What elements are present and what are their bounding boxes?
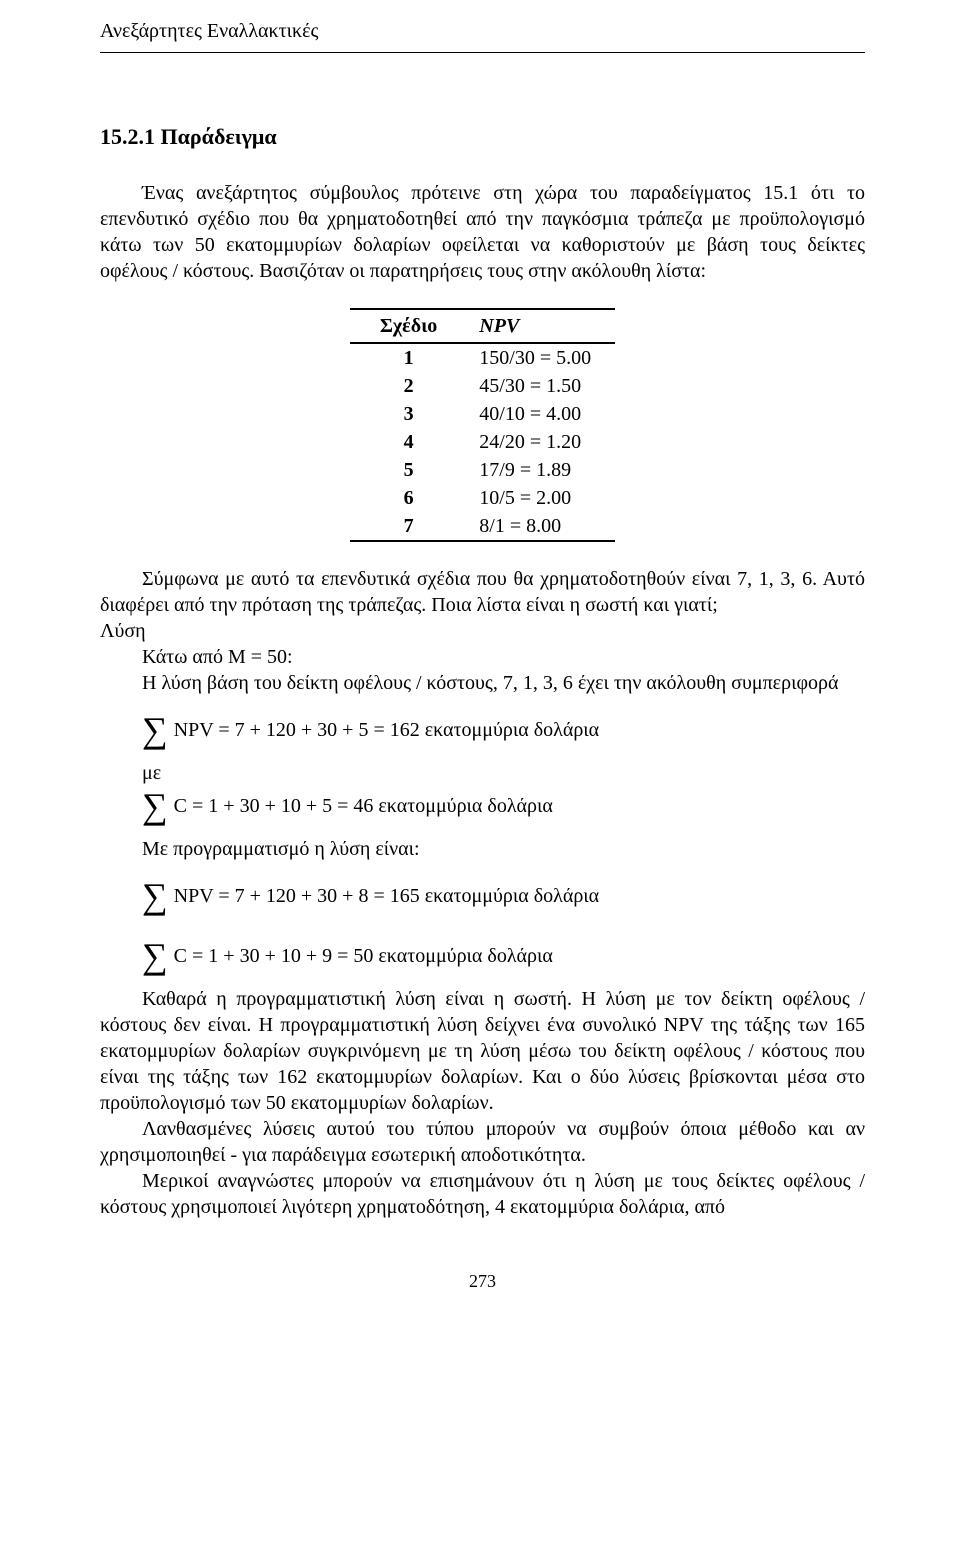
body-paragraph: Μερικοί αναγνώστες μπορούν να επισημάνου…	[100, 1168, 865, 1220]
programming-label: Με προγραμματισμό η λύση είναι:	[100, 836, 865, 862]
table-cell: 7	[350, 512, 467, 541]
table-cell: 6	[350, 484, 467, 512]
intro-paragraph: Ένας ανεξάρτητος σύμβουλος πρότεινε στη …	[100, 180, 865, 284]
equation-text: NPV = 7 + 120 + 30 + 8 = 165 εκατομμύρια…	[174, 883, 600, 909]
equation-text: C = 1 + 30 + 10 + 9 = 50 εκατομμύρια δολ…	[174, 943, 553, 969]
table-cell: 3	[350, 400, 467, 428]
sigma-icon: ∑	[142, 788, 168, 824]
page-number: 273	[100, 1270, 865, 1293]
table-cell: 45/30 = 1.50	[467, 372, 615, 400]
solution-label: Λύση	[100, 618, 865, 644]
page-header: Ανεξάρτητες Εναλλακτικές	[100, 18, 865, 44]
solution-line: Η λύση βάση του δείκτη οφέλους / κόστους…	[100, 670, 865, 696]
table-cell: 17/9 = 1.89	[467, 456, 615, 484]
equation-npv-2: ∑ NPV = 7 + 120 + 30 + 8 = 165 εκατομμύρ…	[142, 878, 865, 914]
section-title: 15.2.1 Παράδειγμα	[100, 123, 865, 152]
npv-table-container: Σχέδιο NPV 1 150/30 = 5.00 2 45/30 = 1.5…	[100, 308, 865, 542]
table-header-npv: NPV	[467, 309, 615, 343]
table-cell: 4	[350, 428, 467, 456]
table-cell: 2	[350, 372, 467, 400]
table-cell: 24/20 = 1.20	[467, 428, 615, 456]
header-divider	[100, 52, 865, 53]
sigma-icon: ∑	[142, 878, 168, 914]
sigma-icon: ∑	[142, 938, 168, 974]
table-cell: 1	[350, 343, 467, 372]
table-header-plan: Σχέδιο	[350, 309, 467, 343]
table-cell: 10/5 = 2.00	[467, 484, 615, 512]
table-cell: 5	[350, 456, 467, 484]
table-row: 5 17/9 = 1.89	[350, 456, 615, 484]
equation-text: C = 1 + 30 + 10 + 5 = 46 εκατομμύρια δολ…	[174, 793, 553, 819]
table-cell: 150/30 = 5.00	[467, 343, 615, 372]
solution-line: Κάτω από M = 50:	[100, 644, 865, 670]
table-row: 2 45/30 = 1.50	[350, 372, 615, 400]
body-paragraph: Λανθασμένες λύσεις αυτού του τύπου μπορο…	[100, 1116, 865, 1168]
table-row: 6 10/5 = 2.00	[350, 484, 615, 512]
table-row: 7 8/1 = 8.00	[350, 512, 615, 541]
equation-npv-1: ∑ NPV = 7 + 120 + 30 + 5 = 162 εκατομμύρ…	[142, 712, 865, 748]
table-row: 3 40/10 = 4.00	[350, 400, 615, 428]
equation-c-2: ∑ C = 1 + 30 + 10 + 9 = 50 εκατομμύρια δ…	[142, 938, 865, 974]
equation-c-1: ∑ C = 1 + 30 + 10 + 5 = 46 εκατομμύρια δ…	[142, 788, 865, 824]
table-row: 1 150/30 = 5.00	[350, 343, 615, 372]
table-cell: 40/10 = 4.00	[467, 400, 615, 428]
equation-text: NPV = 7 + 120 + 30 + 5 = 162 εκατομμύρια…	[174, 717, 600, 743]
with-label: με	[142, 760, 865, 786]
sigma-icon: ∑	[142, 712, 168, 748]
table-row: 4 24/20 = 1.20	[350, 428, 615, 456]
body-paragraph: Σύμφωνα με αυτό τα επενδυτικά σχέδια που…	[100, 566, 865, 618]
body-paragraph: Καθαρά η προγραμματιστική λύση είναι η σ…	[100, 986, 865, 1116]
npv-table: Σχέδιο NPV 1 150/30 = 5.00 2 45/30 = 1.5…	[350, 308, 615, 542]
table-cell: 8/1 = 8.00	[467, 512, 615, 541]
